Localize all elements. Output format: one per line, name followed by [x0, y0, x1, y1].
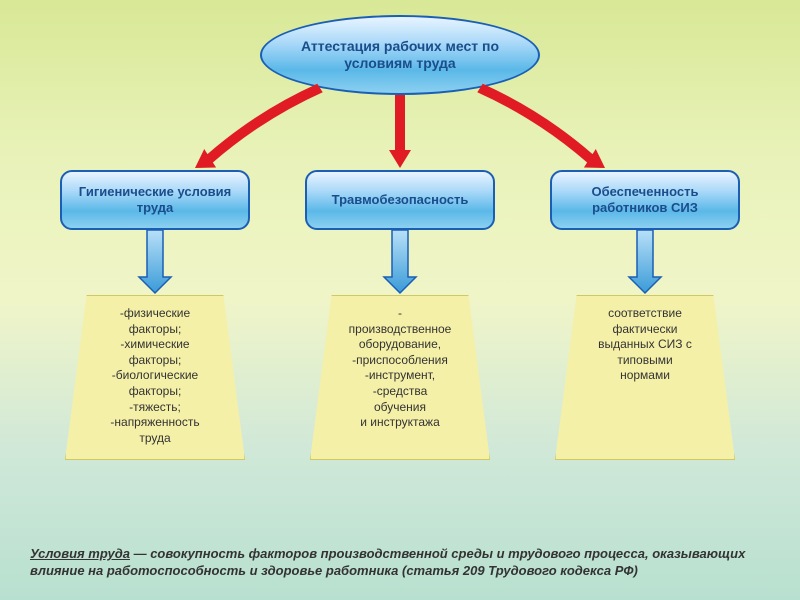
- t3-text: соответствие фактически выданных СИЗ с т…: [598, 306, 692, 384]
- t2-text: - производственное оборудование, -приспо…: [349, 306, 452, 431]
- t3: соответствие фактически выданных СИЗ с т…: [555, 295, 735, 460]
- t1-text: -физические факторы; -химические факторы…: [110, 306, 199, 446]
- t1: -физические факторы; -химические факторы…: [65, 295, 245, 460]
- footer-body: — совокупность факторов производственной…: [30, 546, 745, 578]
- blue-arrow-1: [384, 230, 416, 293]
- blue-arrow-0: [139, 230, 171, 293]
- footer-title: Условия труда: [30, 546, 130, 561]
- diagram-container: Аттестация рабочих мест по условиям труд…: [0, 0, 800, 600]
- t2: - производственное оборудование, -приспо…: [310, 295, 490, 460]
- footer-text: Условия труда — совокупность факторов пр…: [30, 546, 770, 580]
- blue-arrow-2: [629, 230, 661, 293]
